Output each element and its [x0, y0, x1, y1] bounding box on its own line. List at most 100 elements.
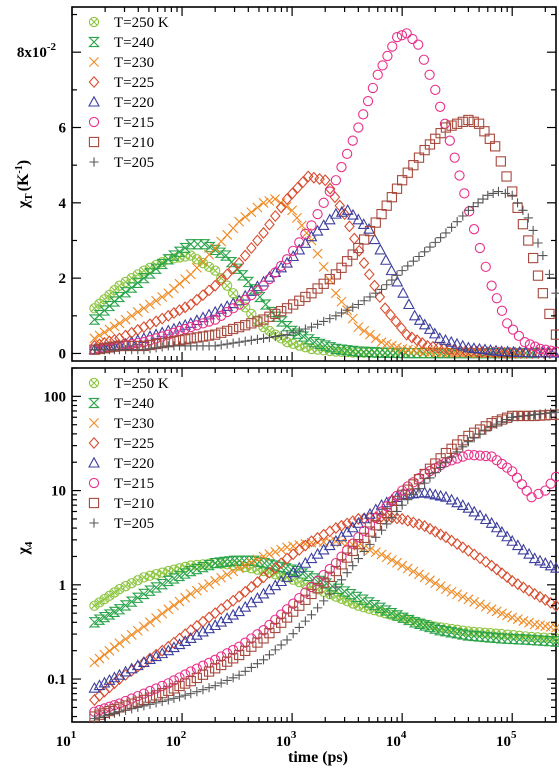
bottom-data-point — [418, 486, 431, 498]
bottom-data-point — [428, 623, 441, 634]
top-data-point — [324, 186, 335, 197]
top-data-point — [519, 337, 530, 348]
top-data-point — [269, 209, 281, 223]
top-data-point — [270, 308, 281, 320]
top-data-point — [419, 144, 430, 156]
top-legend-label: T=225 — [114, 75, 154, 91]
top-data-point — [452, 118, 463, 129]
bottom-data-point — [336, 551, 347, 562]
bottom-data-point — [276, 617, 287, 628]
top-data-point — [406, 331, 418, 344]
bottom-y-tick-label: 1 — [59, 578, 67, 594]
top-data-point — [233, 321, 245, 333]
bottom-data-point — [521, 485, 532, 496]
top-data-point — [270, 267, 281, 278]
bottom-legend-item-t-205: T=205 — [89, 516, 154, 532]
top-data-point — [276, 260, 287, 272]
bottom-data-point — [370, 512, 381, 524]
bottom-data-point — [441, 457, 451, 467]
bottom-data-point — [120, 581, 131, 592]
bottom-legend: T=250 K T=240 T=230 T=225 T=220 T=215 T=210 T=2… — [88, 376, 169, 532]
top-data-point — [94, 330, 105, 341]
bottom-data-point — [463, 544, 474, 557]
bottom-data-point — [523, 584, 535, 597]
top-data-point — [488, 188, 498, 199]
top-data-point — [391, 275, 404, 287]
top-data-point — [535, 343, 546, 355]
bottom-data-point — [89, 693, 100, 706]
bottom-data-point — [469, 450, 480, 461]
top-data-point — [537, 288, 549, 299]
top-data-point — [502, 318, 513, 329]
top-data-point — [517, 219, 529, 230]
bottom-data-point — [385, 608, 398, 619]
bottom-data-point — [544, 559, 557, 571]
bottom-data-point — [119, 600, 132, 611]
top-data-point — [348, 302, 358, 312]
bottom-data-point — [138, 688, 150, 699]
bottom-data-point — [550, 471, 559, 482]
bottom-data-point — [511, 472, 523, 483]
top-data-point — [281, 303, 293, 314]
bottom-data-point — [138, 621, 149, 632]
bottom-data-point — [402, 563, 413, 574]
bottom-series-t-230 — [89, 536, 559, 668]
bottom-data-point — [246, 557, 257, 568]
top-data-point — [203, 284, 215, 297]
bottom-series-t-210 — [89, 409, 559, 722]
top-data-point — [150, 263, 163, 274]
bottom-data — [88, 407, 559, 724]
bottom-legend-marker — [88, 497, 100, 509]
bottom-data-point — [359, 525, 370, 536]
top-legend-marker — [89, 57, 99, 67]
bottom-data-point — [88, 681, 101, 693]
top-data-point — [132, 323, 144, 336]
bottom-data-point — [413, 618, 426, 630]
bottom-data-point — [269, 561, 281, 574]
bottom-legend-item-t-220: T=220 — [88, 456, 154, 472]
bottom-data-point — [157, 696, 167, 707]
top-series-t-210 — [89, 114, 559, 355]
top-data-point — [468, 342, 480, 353]
top-data-point — [109, 321, 120, 332]
bottom-data-point — [197, 615, 209, 628]
top-data-point — [318, 197, 329, 208]
top-data-point — [376, 284, 387, 295]
top-data-point — [424, 139, 436, 150]
bottom-data-point — [496, 608, 507, 619]
top-data-point — [513, 330, 525, 342]
bottom-data-point — [492, 419, 502, 429]
top-data-point — [397, 286, 410, 298]
top-data-point — [312, 208, 323, 220]
top-data-point — [445, 335, 458, 347]
bottom-data-point — [486, 559, 497, 572]
top-data-point — [353, 299, 363, 310]
top-data-point — [297, 176, 309, 189]
top-data-point — [270, 194, 281, 205]
top-data-point — [306, 322, 317, 332]
top-data-point — [131, 277, 144, 289]
top-data-point — [319, 174, 331, 187]
top-data-point — [374, 243, 387, 255]
top-legend-label: T=215 — [114, 115, 154, 131]
bottom-data-point — [179, 678, 191, 689]
top-data-point — [179, 242, 192, 254]
bottom-data-point — [424, 575, 435, 586]
bottom-data-point — [288, 629, 298, 639]
bottom-data-point — [151, 612, 162, 623]
top-data-point — [495, 345, 508, 357]
top-data-point — [347, 313, 358, 324]
bottom-data-point — [507, 466, 518, 477]
top-data-point — [368, 233, 381, 245]
bottom-data-point — [358, 512, 370, 525]
top-data-point — [363, 346, 375, 358]
bottom-data-point — [341, 552, 353, 563]
top-data-point — [138, 321, 150, 334]
top-data-point — [215, 274, 227, 287]
top-data-point — [221, 306, 233, 318]
top-data-point — [397, 266, 407, 276]
bottom-data-point — [353, 512, 364, 525]
bottom-data-point — [474, 552, 486, 565]
bottom-data-point — [312, 575, 323, 587]
